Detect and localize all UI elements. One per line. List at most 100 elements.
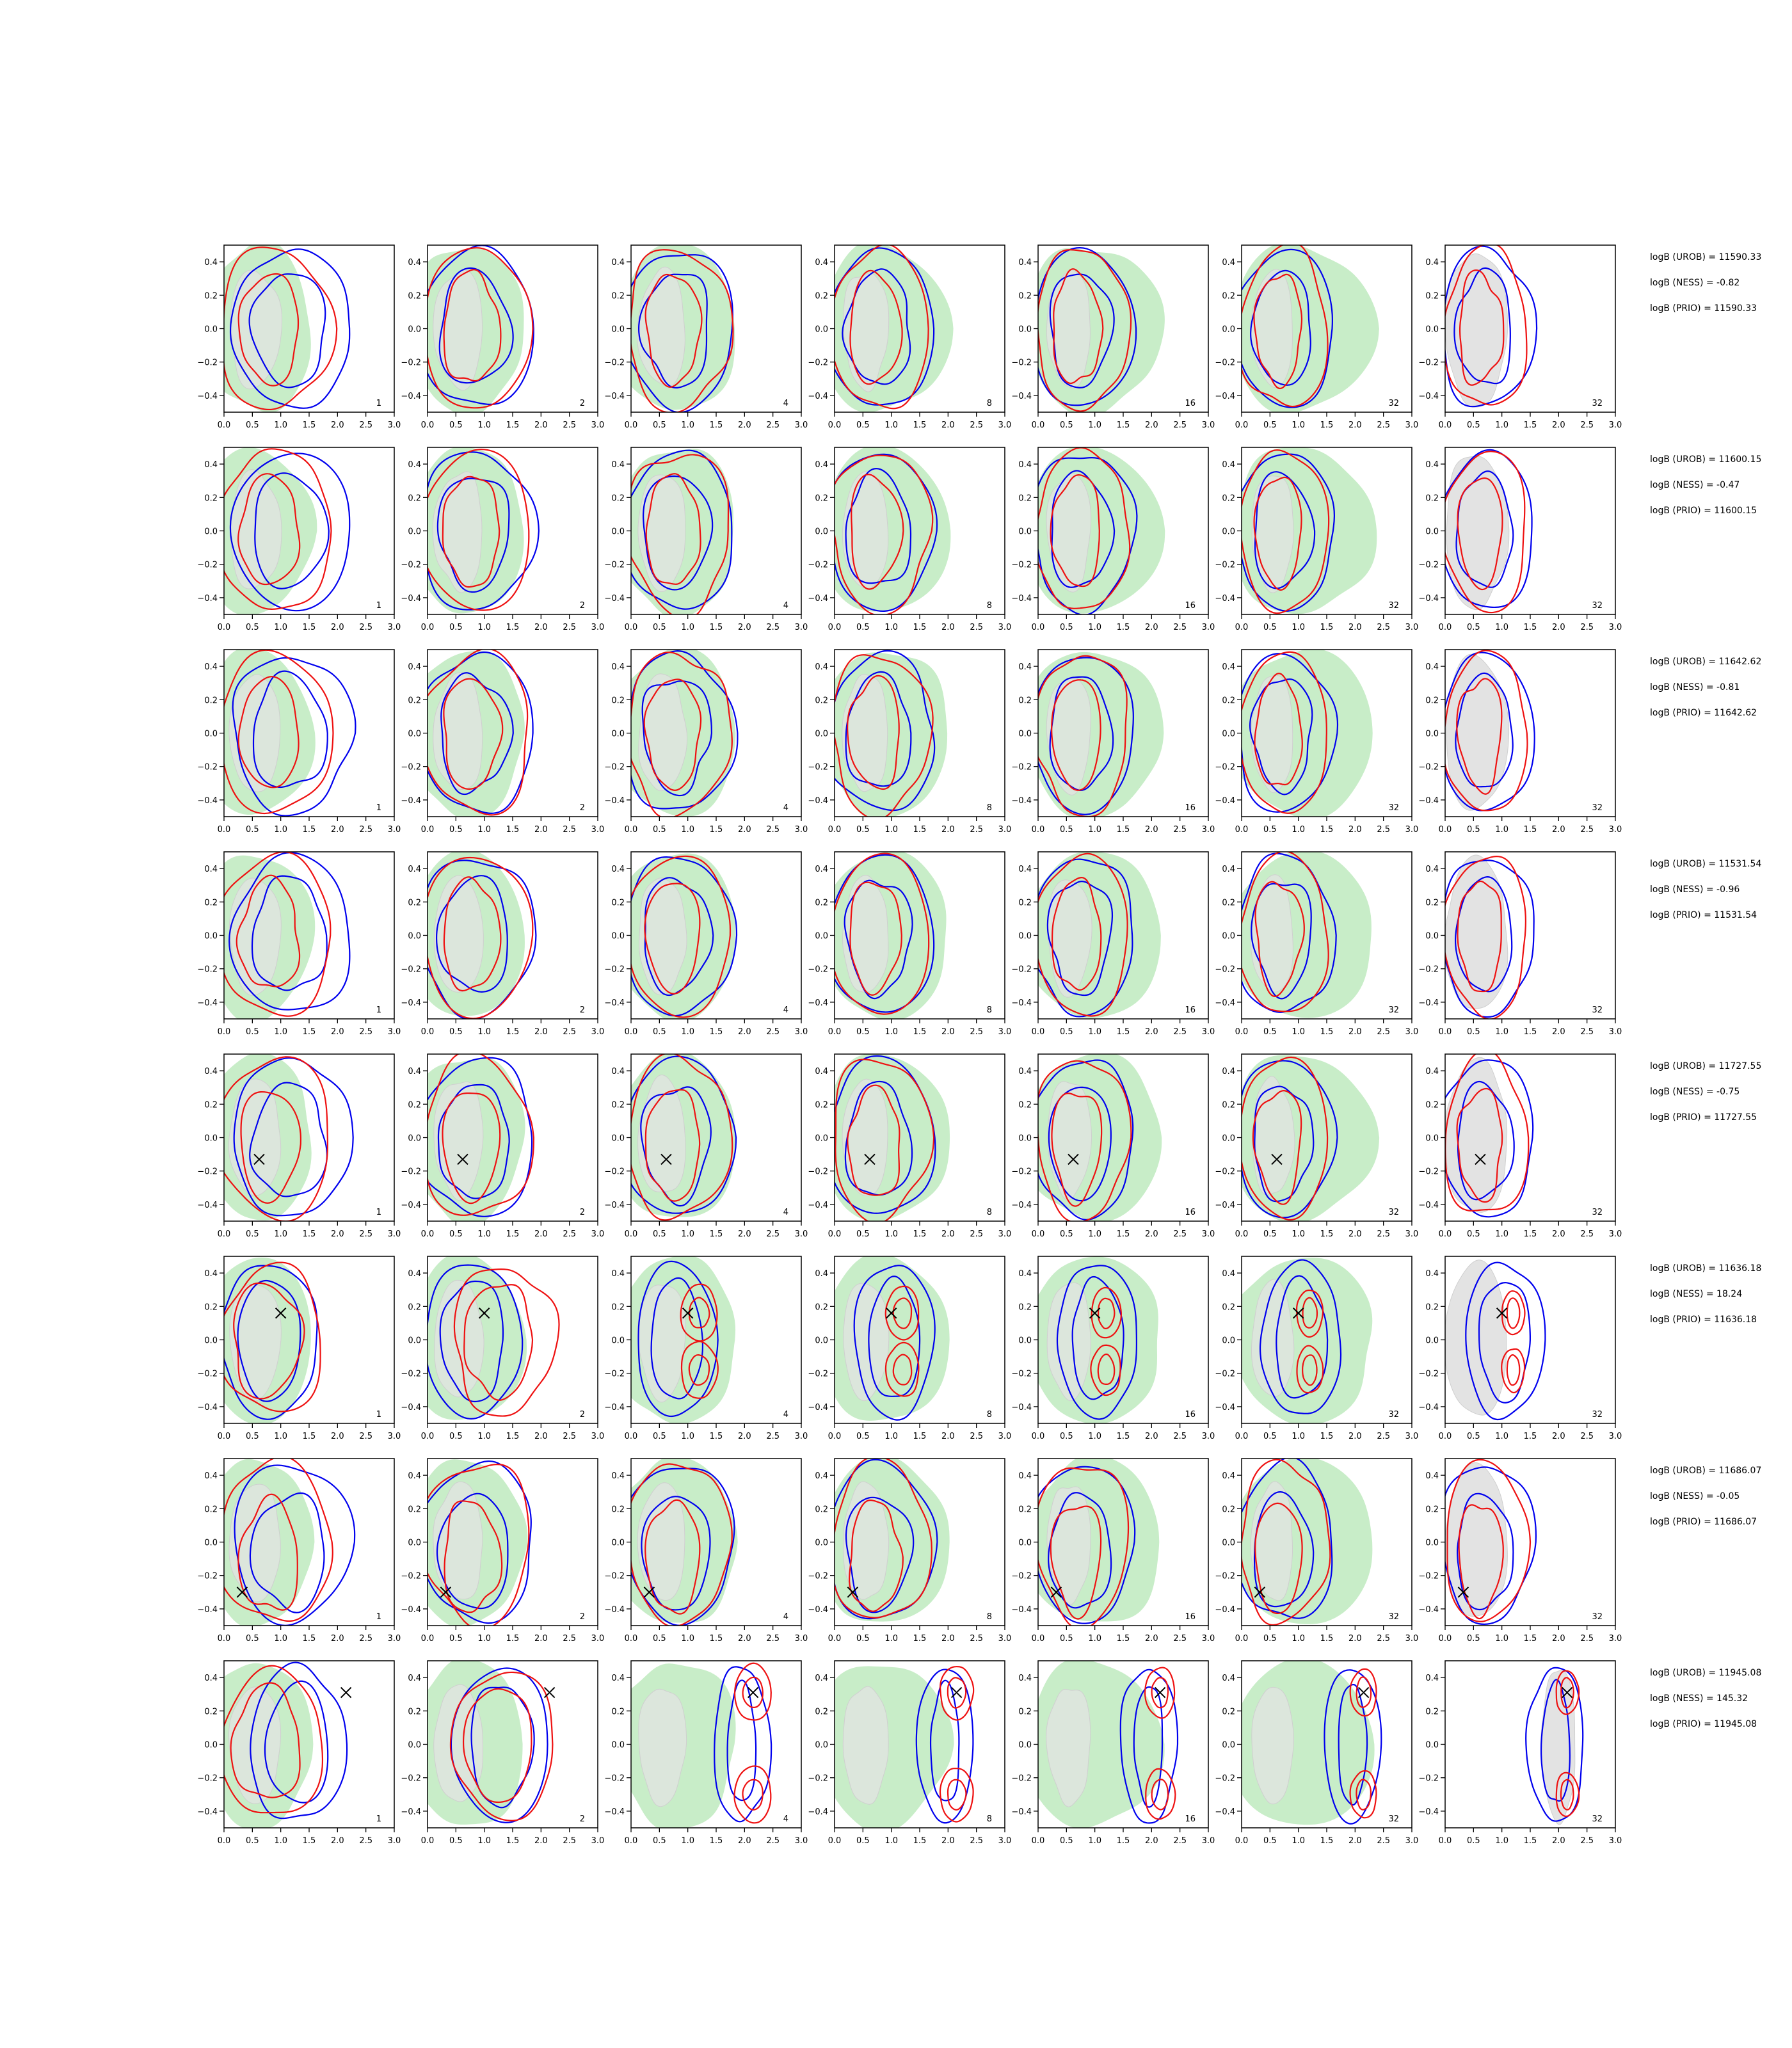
plot-area xyxy=(631,1662,772,1828)
panel-r6-c4: 0.0 0.5 1.0 1.5 2.0 2.5 3.0 0.4 0.2 0.0 −0.2 −0.4 8 xyxy=(808,1256,1011,1441)
x-tick-label: 0.0 xyxy=(421,1027,435,1037)
panel-count-label: 2 xyxy=(580,1208,585,1217)
y-tick-label: −0.4 xyxy=(401,1807,421,1817)
panel-r3-c5: 0.0 0.5 1.0 1.5 2.0 2.5 3.0 0.4 0.2 0.0 −0.2 −0.4 16 xyxy=(1011,649,1215,835)
logb-annotation: logB (NESS) = -0.05 xyxy=(1650,1491,1740,1501)
y-tick-label: −0.2 xyxy=(197,1774,218,1784)
y-tick-label: 0.4 xyxy=(204,258,218,268)
x-tick-label: 2.5 xyxy=(563,420,576,430)
x-tick-label: 2.0 xyxy=(1348,1836,1362,1846)
y-tick-label: 0.0 xyxy=(815,1134,828,1144)
y-tick-label: 0.2 xyxy=(1018,1302,1032,1312)
x-tick-label: 2.0 xyxy=(1145,825,1158,835)
true-value-marker xyxy=(643,1587,655,1598)
y-tick-label: −0.2 xyxy=(1418,763,1439,772)
plot-area xyxy=(1038,1054,1162,1221)
x-tick-label: 2.5 xyxy=(563,825,576,835)
red-contour-outer xyxy=(631,1463,733,1626)
x-tick-label: 2.5 xyxy=(1580,420,1594,430)
x-tick-label: 3.0 xyxy=(998,1836,1012,1846)
x-tick-label: 1.5 xyxy=(1524,1836,1537,1846)
y-tick-label: 0.0 xyxy=(1018,932,1032,941)
red-contour-inner xyxy=(443,269,502,382)
red-contour-outer xyxy=(453,1268,560,1417)
x-tick-label: 3.0 xyxy=(1609,420,1622,430)
y-tick-label: 0.2 xyxy=(408,696,421,705)
y-tick-label: 0.4 xyxy=(1222,662,1235,672)
x-tick-label: 0.5 xyxy=(856,623,870,632)
x-tick-label: 2.0 xyxy=(331,1027,344,1037)
x-tick-label: 2.0 xyxy=(1348,1432,1362,1441)
panel-count-label: 8 xyxy=(987,399,992,408)
red-contour-inner xyxy=(1459,269,1505,386)
x-tick-label: 0.5 xyxy=(856,420,870,430)
y-tick-label: 0.4 xyxy=(815,460,828,470)
y-tick-label: 0.2 xyxy=(204,1505,218,1514)
red-contour-outer xyxy=(884,1285,920,1341)
panel-r5-c2: 0.0 0.5 1.0 1.5 2.0 2.5 3.0 0.4 0.2 0.0 −0.2 −0.4 2 xyxy=(401,1053,604,1239)
panel-count-label: 8 xyxy=(987,1410,992,1420)
x-tick-label: 2.0 xyxy=(1145,420,1158,430)
blue-contour-outer xyxy=(428,451,540,611)
x-tick-label: 0.5 xyxy=(1467,623,1480,632)
x-tick-label: 1.0 xyxy=(1495,1634,1508,1644)
red-contour-outer xyxy=(428,1464,530,1626)
true-value-marker xyxy=(1292,1308,1304,1319)
y-tick-label: −0.4 xyxy=(197,1403,218,1412)
y-tick-label: 0.4 xyxy=(204,865,218,874)
y-tick-label: −0.4 xyxy=(197,796,218,806)
y-tick-label: 0.0 xyxy=(1425,527,1439,537)
panel-count-label: 8 xyxy=(987,1814,992,1824)
x-tick-label: 3.0 xyxy=(795,1229,808,1239)
blue-contour-outer xyxy=(1119,1668,1179,1824)
plot-area xyxy=(428,1661,554,1825)
plot-area xyxy=(428,245,534,412)
red-contour-inner xyxy=(237,1493,298,1611)
y-tick-label: −0.4 xyxy=(808,1605,828,1615)
y-tick-label: 0.2 xyxy=(1018,493,1032,503)
panel-count-label: 2 xyxy=(580,1612,585,1622)
x-tick-label: 2.5 xyxy=(1173,420,1187,430)
y-tick-label: 0.2 xyxy=(1425,696,1439,705)
x-tick-label: 2.5 xyxy=(563,623,576,632)
x-tick-label: 1.0 xyxy=(477,1836,491,1846)
true-value-marker xyxy=(1496,1308,1508,1319)
x-tick-label: 1.0 xyxy=(1088,1432,1101,1441)
x-tick-label: 1.0 xyxy=(681,1836,694,1846)
x-tick-label: 3.0 xyxy=(1609,825,1622,835)
y-tick-label: −0.4 xyxy=(808,998,828,1008)
y-tick-label: 0.4 xyxy=(1222,865,1235,874)
plot-area xyxy=(1242,245,1379,412)
y-tick-label: 0.4 xyxy=(1425,662,1439,672)
plot-area xyxy=(1242,447,1377,614)
y-tick-label: −0.4 xyxy=(197,998,218,1008)
x-tick-label: 3.0 xyxy=(795,623,808,632)
plot-area xyxy=(1242,1661,1382,1825)
grey-density-region xyxy=(1445,854,1508,1009)
x-tick-label: 0.5 xyxy=(1060,825,1073,835)
y-tick-label: −0.4 xyxy=(1215,1403,1235,1412)
panel-count-label: 32 xyxy=(1592,803,1603,813)
blue-contour-inner xyxy=(844,879,913,1000)
blue-contour-inner xyxy=(845,1496,915,1613)
x-tick-label: 1.0 xyxy=(1088,1836,1101,1846)
y-tick-label: −0.4 xyxy=(808,796,828,806)
x-tick-label: 1.5 xyxy=(1117,825,1130,835)
y-tick-label: 0.0 xyxy=(408,1539,421,1548)
x-tick-label: 2.0 xyxy=(1348,825,1362,835)
x-tick-label: 0.5 xyxy=(653,420,666,430)
true-value-marker xyxy=(1154,1686,1166,1699)
x-tick-label: 2.5 xyxy=(1377,623,1390,632)
y-tick-label: 0.0 xyxy=(611,325,625,335)
panel-count-label: 32 xyxy=(1592,399,1603,408)
y-tick-label: 0.0 xyxy=(1018,325,1032,335)
panel-r3-c6: 0.0 0.5 1.0 1.5 2.0 2.5 3.0 0.4 0.2 0.0 −0.2 −0.4 32 xyxy=(1215,649,1418,835)
x-tick-label: 1.5 xyxy=(1524,825,1537,835)
y-tick-label: −0.2 xyxy=(1011,358,1032,368)
panel-r4-c7: 0.0 0.5 1.0 1.5 2.0 2.5 3.0 0.4 0.2 0.0 −0.2 −0.4 32 xyxy=(1418,851,1622,1037)
x-tick-label: 1.5 xyxy=(1320,1229,1334,1239)
x-tick-label: 1.0 xyxy=(884,825,898,835)
blue-contour-inner xyxy=(1540,1679,1571,1802)
x-tick-label: 2.5 xyxy=(563,1229,576,1239)
red-contour-inner xyxy=(1252,1090,1302,1205)
